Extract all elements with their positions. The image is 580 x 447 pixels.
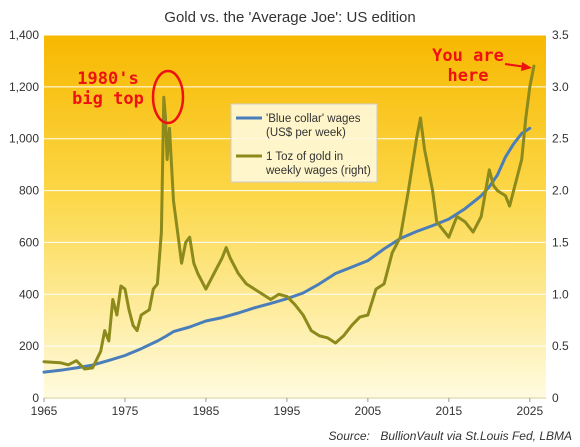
annotation-text-line2: here [448,66,489,86]
annotation-1980s-big-top: 1980's big top [72,69,185,125]
y-left-tick-label: 1,200 [9,80,39,94]
legend-label-gold-line2: weekly wages (right) [265,165,371,177]
left-y-axis-ticks: 0 200 400 600 800 1,000 1,200 1,400 [9,28,39,405]
chart-title: Gold vs. the 'Average Joe': US edition [164,9,415,26]
x-tick-label: 2005 [355,404,382,418]
y-right-tick-label: 3.0 [552,80,569,94]
series-line-gold-in-wages [42,64,536,371]
annotation-you-are-here: You are here [432,46,532,86]
y-right-tick-label: 3.5 [552,28,569,42]
source-prefix: Source: [329,429,370,443]
x-tick-label: 1985 [193,404,220,418]
y-left-tick-label: 200 [19,339,39,353]
y-right-tick-label: 2.0 [552,184,569,198]
y-right-tick-label: 0 [552,391,559,405]
y-left-tick-label: 1,000 [9,132,39,146]
y-left-tick-label: 0 [32,391,39,405]
source-note: Source: BullionVault via St.Louis Fed, L… [329,427,572,444]
source-text: BullionVault via St.Louis Fed, LBMA [380,429,572,443]
legend: 'Blue collar' wages (US$ per week) 1 Toz… [230,103,378,183]
right-y-axis-ticks: 0 0.5 1.0 1.5 2.0 2.5 3.0 3.5 [552,28,569,405]
y-left-tick-label: 800 [19,184,39,198]
y-left-tick-label: 1,400 [9,28,39,42]
annotation-circle-marker [151,69,185,125]
x-tick-label: 1975 [112,404,139,418]
y-right-tick-label: 1.5 [552,235,569,249]
annotation-arrow-head [521,62,532,71]
legend-label-gold-line1: 1 Toz of gold in [266,151,343,163]
plot-background [44,35,546,398]
y-right-tick-label: 0.5 [552,339,569,353]
x-tick-label: 1995 [274,404,301,418]
y-left-tick-label: 400 [19,287,39,301]
x-tick-label: 2015 [435,404,462,418]
x-tick-label: 1965 [31,404,58,418]
x-tick-label: 2025 [516,404,543,418]
annotation-text-line1: 1980's [77,69,138,89]
legend-label-wages-line2: (US$ per week) [266,127,346,139]
annotation-text-line1: You are [432,46,504,66]
x-axis-ticks: 1965 1975 1985 1995 2005 2015 2025 [31,398,543,418]
y-right-tick-label: 1.0 [552,287,569,301]
annotation-text-line2: big top [72,89,144,109]
y-left-tick-label: 600 [19,235,39,249]
legend-label-wages-line1: 'Blue collar' wages [266,113,361,125]
y-right-tick-label: 2.5 [552,132,569,146]
